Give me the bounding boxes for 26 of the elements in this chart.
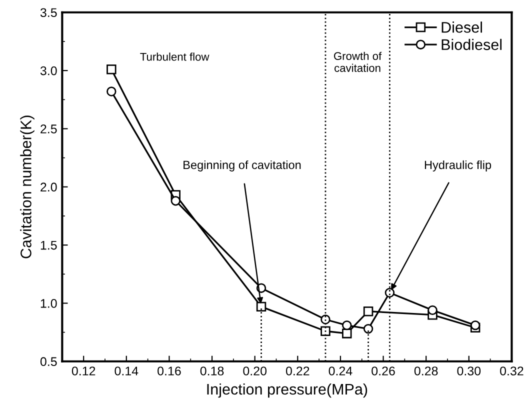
legend-label: Diesel <box>442 22 482 33</box>
x-tick-label: 0.26 <box>372 366 395 376</box>
y-tick-label: 2.5 <box>40 124 57 134</box>
y-tick-label: 1.5 <box>40 240 57 250</box>
x-tick-label: 0.22 <box>286 366 310 376</box>
annotation: Growth of cavitation <box>334 52 382 72</box>
x-tick-label: 0.24 <box>328 366 352 376</box>
y-tick-label: 1.0 <box>40 299 57 308</box>
y-tick-label: 3.5 <box>40 8 57 18</box>
annotation: Beginning of cavitation <box>184 160 301 172</box>
x-tick-label: 0.12 <box>72 366 96 376</box>
y-tick-label: 0.5 <box>40 357 57 366</box>
x-tick-label: 0.16 <box>158 366 181 376</box>
y-tick-label: 3.0 <box>40 66 57 76</box>
annotation: Turbulent flow <box>140 52 210 61</box>
annotation: Hydraulic flip <box>424 160 492 172</box>
y-axis-title: Cavitation number(K) <box>20 116 34 258</box>
x-tick-label: 0.32 <box>500 366 524 376</box>
y-tick-label: 2.0 <box>40 182 57 192</box>
x-tick-label: 0.30 <box>457 366 481 376</box>
x-tick-label: 0.14 <box>114 366 138 376</box>
x-axis-title: Injection pressure(MPa) <box>207 383 368 398</box>
x-tick-label: 0.18 <box>200 366 224 376</box>
legend-label: Biodiesel <box>442 38 502 50</box>
x-tick-label: 0.28 <box>414 366 438 376</box>
x-tick-label: 0.20 <box>243 366 267 376</box>
